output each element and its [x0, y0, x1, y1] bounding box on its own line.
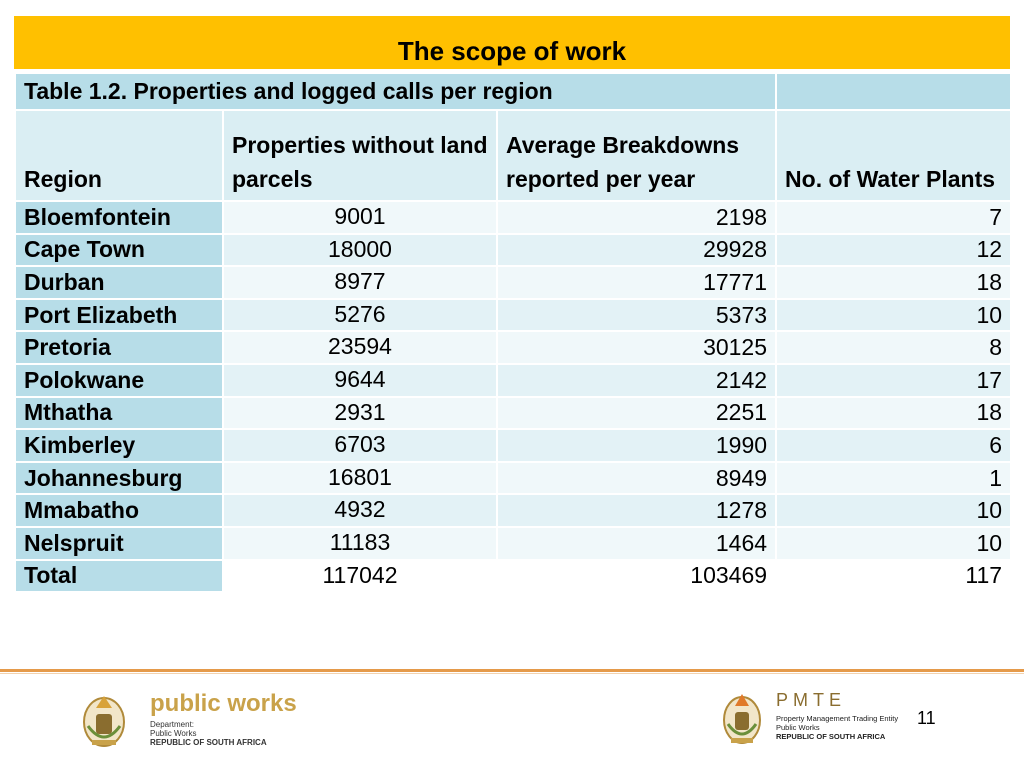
properties-cell: 11183 — [222, 525, 498, 561]
header-properties: Properties without land parcels — [222, 109, 498, 202]
slide-title: The scope of work — [14, 16, 1010, 69]
table-caption: Table 1.2. Properties and logged calls p… — [13, 72, 778, 111]
water-plants-cell: 18 — [775, 265, 1013, 300]
public-works-logo: public works Department: Public Works RE… — [150, 690, 297, 747]
header-water-plants: No. of Water Plants — [775, 109, 1013, 202]
footer-rule-shadow — [0, 673, 1024, 674]
water-plants-cell: 17 — [775, 362, 1013, 398]
table-row: Cape Town 18000 29928 12 — [14, 232, 1013, 268]
table-row: Bloemfontein 9001 2198 7 — [14, 200, 1013, 235]
breakdowns-cell: 30125 — [495, 330, 778, 365]
region-cell: Kimberley — [14, 428, 224, 463]
properties-cell: 8977 — [222, 265, 498, 300]
table-caption-row: Table 1.2. Properties and logged calls p… — [13, 72, 1013, 111]
table-row: Kimberley 6703 1990 6 — [14, 428, 1013, 463]
region-cell: Johannesburg — [14, 460, 224, 496]
water-plants-cell: 6 — [775, 428, 1013, 463]
properties-cell: 5276 — [222, 297, 498, 333]
table-row: Durban 8977 17771 18 — [14, 265, 1013, 300]
table-header-row: Region Properties without land parcels A… — [14, 109, 1013, 202]
properties-cell: 117042 — [222, 558, 498, 594]
region-cell: Pretoria — [14, 330, 224, 365]
pmte-coat-of-arms-icon — [723, 694, 761, 744]
breakdowns-cell: 8949 — [495, 460, 778, 496]
table-caption-empty-cell — [775, 72, 1013, 111]
region-cell: Polokwane — [14, 362, 224, 398]
coat-of-arms-icon — [83, 696, 125, 747]
pmte-logo-name: PMTE — [776, 690, 847, 710]
total-row: Total 117042 103469 117 — [14, 558, 1013, 594]
pmte-logo: PMTE Property Management Trading Entity … — [776, 690, 898, 741]
region-cell: Cape Town — [14, 232, 224, 268]
properties-cell: 4932 — [222, 493, 498, 528]
water-plants-cell: 8 — [775, 330, 1013, 365]
regions-table: Table 1.2. Properties and logged calls p… — [13, 72, 1013, 594]
public-works-logo-line2: Public Works — [150, 729, 197, 738]
properties-cell: 16801 — [222, 460, 498, 496]
properties-cell: 23594 — [222, 330, 498, 365]
header-breakdowns: Average Breakdowns reported per year — [495, 109, 778, 202]
table-row: Mthatha 2931 2251 18 — [14, 395, 1013, 431]
water-plants-cell: 18 — [775, 395, 1013, 431]
breakdowns-cell: 2251 — [495, 395, 778, 431]
table-row: Nelspruit 11183 1464 10 — [14, 525, 1013, 561]
region-cell: Mmabatho — [14, 493, 224, 528]
public-works-logo-line3: REPUBLIC OF SOUTH AFRICA — [150, 738, 267, 747]
breakdowns-cell: 1278 — [495, 493, 778, 528]
water-plants-cell: 10 — [775, 493, 1013, 528]
properties-cell: 6703 — [222, 428, 498, 463]
pmte-logo-line1: Property Management Trading Entity — [776, 714, 899, 723]
breakdowns-cell: 1990 — [495, 428, 778, 463]
region-cell: Mthatha — [14, 395, 224, 431]
breakdowns-cell: 2198 — [495, 200, 778, 235]
properties-cell: 9644 — [222, 362, 498, 398]
breakdowns-cell: 5373 — [495, 297, 778, 333]
properties-cell: 9001 — [222, 200, 498, 235]
water-plants-cell: 1 — [775, 460, 1013, 496]
properties-cell: 2931 — [222, 395, 498, 431]
region-cell: Bloemfontein — [14, 200, 224, 235]
breakdowns-cell: 1464 — [495, 525, 778, 561]
public-works-logo-name: public works — [150, 690, 297, 717]
table-row: Port Elizabeth 5276 5373 10 — [14, 297, 1013, 333]
water-plants-cell: 7 — [775, 200, 1013, 235]
region-cell: Total — [14, 558, 224, 594]
header-region: Region — [14, 109, 224, 202]
page-number: 11 — [917, 708, 936, 728]
water-plants-cell: 12 — [775, 232, 1013, 268]
region-cell: Port Elizabeth — [14, 297, 224, 333]
pmte-logo-line3: REPUBLIC OF SOUTH AFRICA — [776, 732, 886, 741]
region-cell: Nelspruit — [14, 525, 224, 561]
pmte-logo-line2: Public Works — [776, 723, 820, 732]
water-plants-cell: 10 — [775, 525, 1013, 561]
breakdowns-cell: 103469 — [495, 558, 778, 594]
table-row: Johannesburg 16801 8949 1 — [14, 460, 1013, 496]
table-row: Polokwane 9644 2142 17 — [14, 362, 1013, 398]
table-row: Mmabatho 4932 1278 10 — [14, 493, 1013, 528]
table-row: Pretoria 23594 30125 8 — [14, 330, 1013, 365]
water-plants-cell: 10 — [775, 297, 1013, 333]
footer-rule — [0, 669, 1024, 672]
water-plants-cell: 117 — [775, 558, 1013, 594]
properties-cell: 18000 — [222, 232, 498, 268]
breakdowns-cell: 29928 — [495, 232, 778, 268]
breakdowns-cell: 2142 — [495, 362, 778, 398]
public-works-logo-line1: Department: — [150, 720, 195, 729]
region-cell: Durban — [14, 265, 224, 300]
breakdowns-cell: 17771 — [495, 265, 778, 300]
